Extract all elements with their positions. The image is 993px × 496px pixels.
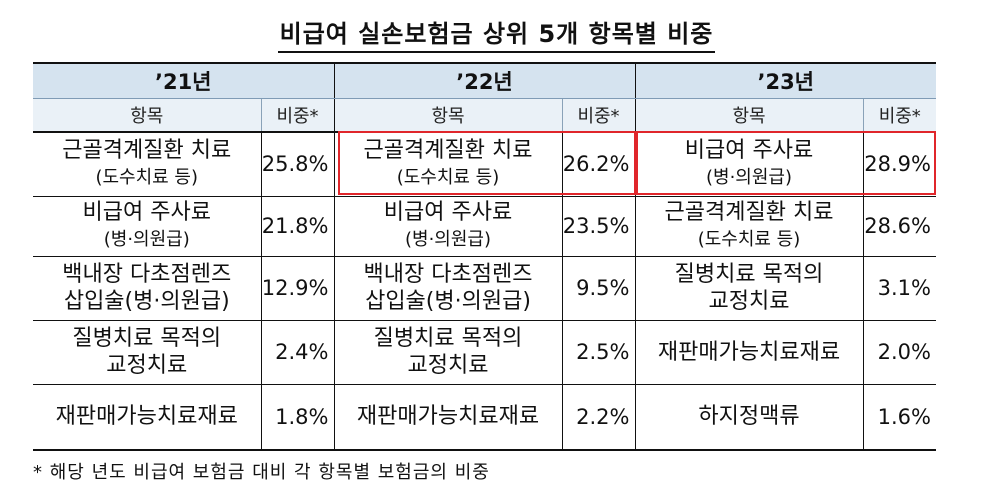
item-cell: 근골격계질환 치료 (도수치료 등) [634,196,863,257]
item-name: 비급여 주사료 [383,200,513,225]
item-name: 재판매가능치료재료 [657,339,841,365]
item-name: 질병치료 목적의 [373,326,523,351]
share-value: 9.5% [561,256,635,321]
item-cell: 질병치료 목적의 교정치료 [634,256,863,321]
year-header-2021: ’21년 [33,62,334,99]
share-value: 3.1% [862,256,936,321]
share-value: 26.2% [561,132,635,197]
item-detail: (병·의원급) [404,229,491,250]
item-name: 질병치료 목적의 [72,326,222,351]
share-value: 2.0% [862,320,936,385]
table-row: 백내장 다초점렌즈 삽입술(병·의원급) 12.9% 백내장 다초점렌즈 삽입술… [33,256,936,321]
share-value: 2.5% [561,320,635,385]
footnote: * 해당 년도 비급여 보험금 대비 각 항목별 보험금의 비중 [33,462,490,483]
item-detail: 교정치료 [407,353,489,378]
item-name: 하지정맥류 [698,404,800,430]
table-row: 질병치료 목적의 교정치료 2.4% 질병치료 목적의 교정치료 2.5% 재판… [33,320,936,385]
item-cell: 근골격계질환 치료 (도수치료 등) [33,132,261,197]
share-value: 28.6% [862,196,936,257]
item-cell: 근골격계질환 치료 (도수치료 등) [333,132,562,197]
col-item-header: 항목 [634,98,863,133]
share-value: 28.9% [862,132,936,197]
col-item-header: 항목 [333,98,562,133]
share-value: 25.8% [260,132,334,197]
item-cell: 재판매가능치료재료 [333,384,562,451]
item-name: 비급여 주사료 [82,200,211,225]
item-name: 근골격계질환 치료 [664,200,834,225]
item-name: 비급여 주사료 [684,138,814,164]
item-cell: 비급여 주사료 (병·의원급) [333,196,562,257]
item-cell: 하지정맥류 [634,384,863,451]
item-cell: 백내장 다초점렌즈 삽입술(병·의원급) [333,256,562,321]
item-name: 백내장 다초점렌즈 [62,262,232,287]
item-name: 질병치료 목적의 [674,262,824,287]
col-item-header: 항목 [33,98,261,133]
share-value: 21.8% [260,196,334,257]
item-detail: 교정치료 [708,289,790,314]
item-detail: (도수치료 등) [697,229,801,250]
col-share-header: 비중* [862,98,936,133]
item-cell: 백내장 다초점렌즈 삽입술(병·의원급) [33,256,261,321]
share-value: 2.2% [561,384,635,451]
table-row: 비급여 주사료 (병·의원급) 21.8% 비급여 주사료 (병·의원급) 23… [33,196,936,257]
col-share-header: 비중* [260,98,334,133]
share-table: ’21년 ’22년 ’23년 항목 비중* 항목 비중* 항목 비중* 근골격계… [33,62,936,451]
col-share-header: 비중* [561,98,635,133]
year-header-2023: ’23년 [634,62,936,99]
item-detail: (도수치료 등) [396,167,500,189]
item-cell: 비급여 주사료 (병·의원급) [33,196,261,257]
item-cell: 재판매가능치료재료 [634,320,863,385]
item-detail: (도수치료 등) [95,167,199,189]
item-name: 재판매가능치료재료 [55,404,238,430]
item-cell: 재판매가능치료재료 [33,384,261,451]
page-title: 비급여 실손보험금 상위 5개 항목별 비중 [0,14,993,53]
table-row: 근골격계질환 치료 (도수치료 등) 25.8% 근골격계질환 치료 (도수치료… [33,132,936,197]
item-detail: 삽입술(병·의원급) [365,289,531,314]
item-cell: 질병치료 목적의 교정치료 [333,320,562,385]
share-value: 12.9% [260,256,334,321]
item-name: 근골격계질환 치료 [62,138,232,164]
share-value: 1.8% [260,384,334,451]
item-detail: (병·의원급) [705,167,792,189]
item-detail: (병·의원급) [103,229,190,250]
item-detail: 교정치료 [106,353,188,378]
share-value: 23.5% [561,196,635,257]
item-cell: 비급여 주사료 (병·의원급) [634,132,863,197]
share-value: 1.6% [862,384,936,451]
table-row: 재판매가능치료재료 1.8% 재판매가능치료재료 2.2% 하지정맥류 1.6% [33,384,936,451]
item-name: 재판매가능치료재료 [356,404,540,430]
item-name: 백내장 다초점렌즈 [363,262,533,287]
item-cell: 질병치료 목적의 교정치료 [33,320,261,385]
share-value: 2.4% [260,320,334,385]
year-header-2022: ’22년 [333,62,635,99]
item-detail: 삽입술(병·의원급) [63,289,230,314]
item-name: 근골격계질환 치료 [363,138,533,164]
